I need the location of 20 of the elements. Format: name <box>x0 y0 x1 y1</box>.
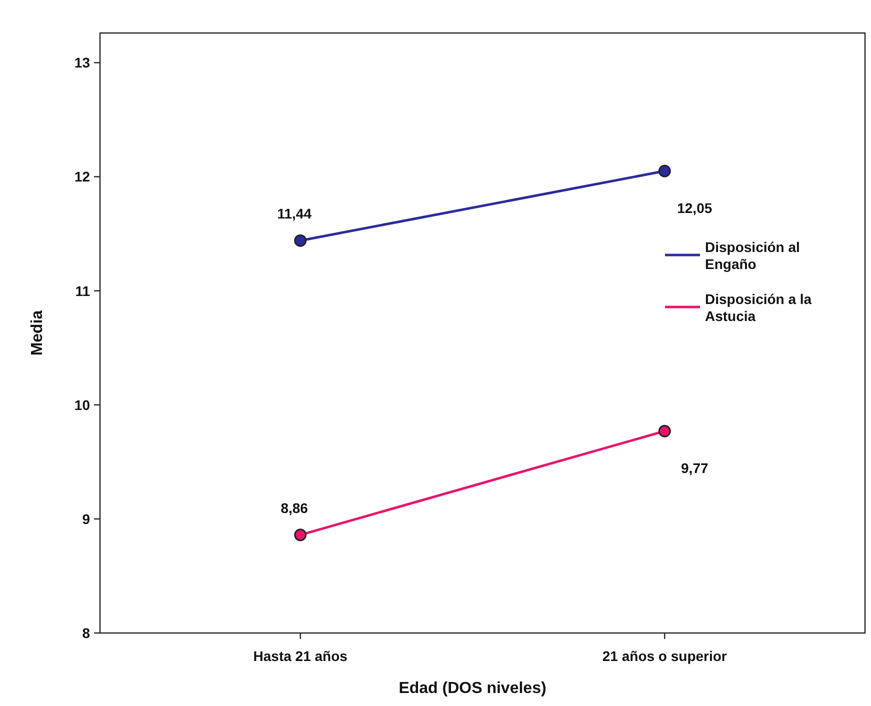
data-label: 11,44 <box>277 206 312 222</box>
data-label: 9,77 <box>681 460 708 476</box>
point <box>658 424 671 438</box>
legend-label: Disposición a la Astucia <box>705 291 812 324</box>
point <box>294 234 307 247</box>
y-tick-label: 11 <box>75 282 90 299</box>
y-tick-label: 10 <box>74 396 90 413</box>
x-tick-label: Hasta 21 años <box>253 648 348 664</box>
data-label: 8,86 <box>280 500 308 516</box>
y-tick-label: 8 <box>82 625 90 641</box>
x-tick-label: 21 años o superior <box>602 648 728 664</box>
x-axis-title: Edad (DOS niveles) <box>398 680 546 697</box>
y-tick-label: 9 <box>82 510 90 527</box>
y-tick-label: 12 <box>74 168 90 185</box>
point <box>294 528 307 542</box>
legend-label: Disposición al Engaño <box>705 239 800 272</box>
y-tick-label: 13 <box>74 54 90 71</box>
point <box>658 164 671 178</box>
data-label: 12,05 <box>677 200 712 216</box>
y-axis-title: Media <box>29 310 46 356</box>
